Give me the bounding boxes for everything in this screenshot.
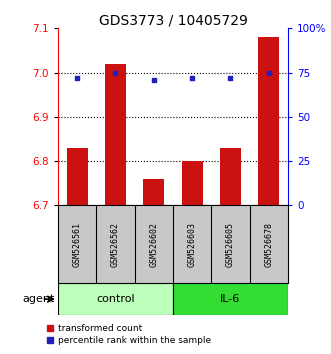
Text: GSM526603: GSM526603: [188, 222, 197, 267]
Text: agent: agent: [23, 294, 55, 304]
Bar: [182, 161, 203, 205]
Legend: transformed count, percentile rank within the sample: transformed count, percentile rank withi…: [46, 324, 211, 345]
Point: [151, 77, 157, 82]
Bar: [67, 148, 88, 205]
Text: GSM526602: GSM526602: [149, 222, 158, 267]
Bar: [173, 283, 288, 315]
Text: GSM526605: GSM526605: [226, 222, 235, 267]
Text: GSM526561: GSM526561: [72, 222, 82, 267]
Text: control: control: [96, 294, 135, 304]
Text: IL-6: IL-6: [220, 294, 241, 304]
Point: [189, 75, 195, 81]
Text: GSM526678: GSM526678: [264, 222, 273, 267]
Bar: [58, 283, 173, 315]
Text: GSM526562: GSM526562: [111, 222, 120, 267]
Point: [228, 75, 233, 81]
Title: GDS3773 / 10405729: GDS3773 / 10405729: [99, 13, 247, 27]
Bar: [258, 37, 279, 205]
Bar: [105, 64, 126, 205]
Bar: [220, 148, 241, 205]
Point: [266, 70, 271, 75]
Bar: [143, 179, 164, 205]
Point: [74, 75, 80, 81]
Point: [113, 70, 118, 75]
